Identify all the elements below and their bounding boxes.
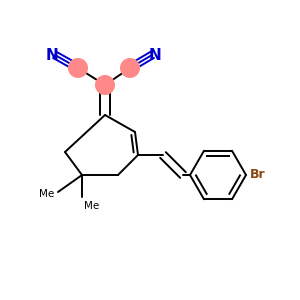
Text: Me: Me [39, 189, 54, 199]
Text: Me: Me [84, 201, 99, 211]
Circle shape [95, 75, 115, 95]
Text: Br: Br [250, 169, 266, 182]
Circle shape [120, 58, 140, 78]
Text: N: N [46, 47, 59, 62]
Circle shape [68, 58, 88, 78]
Text: N: N [148, 47, 161, 62]
